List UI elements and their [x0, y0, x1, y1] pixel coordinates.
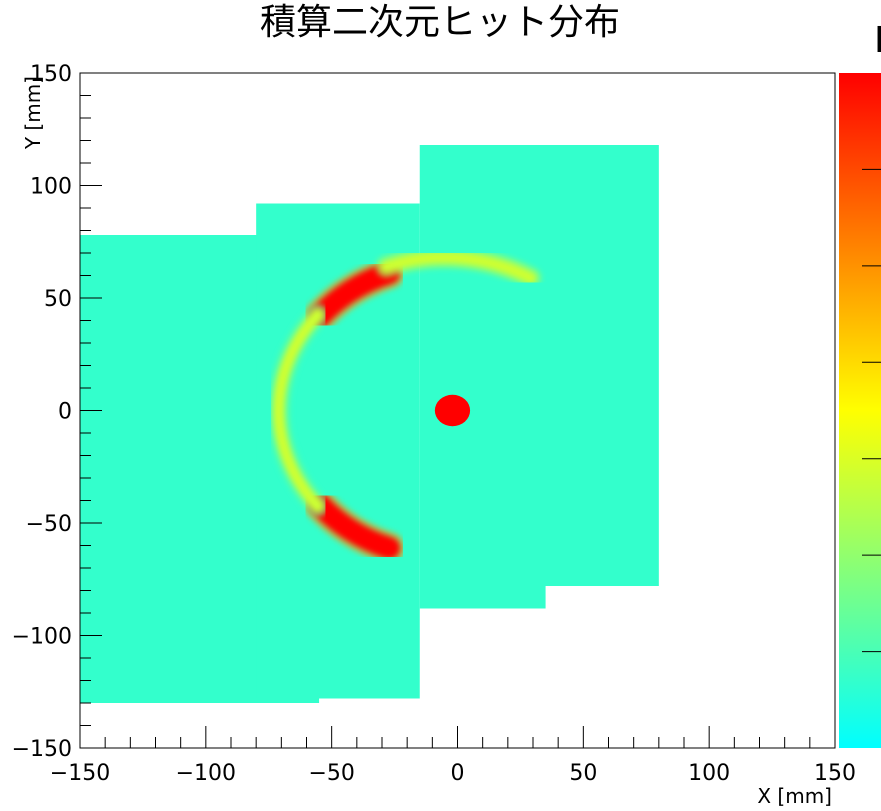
heatmap-arc — [380, 251, 537, 284]
colorbar-ticks — [862, 168, 881, 653]
y-tick-label: −50 — [26, 512, 72, 537]
x-tick-label: 50 — [569, 761, 597, 786]
heatmap-arc — [272, 309, 324, 512]
y-tick-label: −150 — [12, 737, 72, 762]
x-axis-title: X [mm] — [757, 784, 832, 808]
y-axis-title: Y [mm] — [21, 76, 45, 150]
x-tick-label: −150 — [50, 761, 110, 786]
y-tick-label: 100 — [30, 175, 72, 200]
colorbar — [839, 73, 881, 748]
x-tick-label: −50 — [308, 761, 354, 786]
x-tick-label: 0 — [451, 761, 465, 786]
y-tick-label: 0 — [58, 400, 72, 425]
y-tick-label: 50 — [44, 287, 72, 312]
y-tick-label: 150 — [30, 62, 72, 87]
heatmap-region — [533, 145, 659, 586]
plot-area — [80, 145, 659, 703]
x-tick-label: 100 — [688, 761, 730, 786]
x-tick-label: 150 — [814, 761, 856, 786]
heatmap-region — [419, 145, 546, 609]
y-tick-label: −100 — [12, 625, 72, 650]
x-tick-label: −100 — [176, 761, 236, 786]
colorbar-label: I — [874, 20, 881, 61]
axes: −150 −100 −50 0 50 100 150 −150 −100 −50 0 50 100 150 — [12, 62, 856, 786]
chart-title: 積算二次元ヒット分布 — [260, 2, 620, 43]
heatmap-spot — [434, 394, 471, 427]
